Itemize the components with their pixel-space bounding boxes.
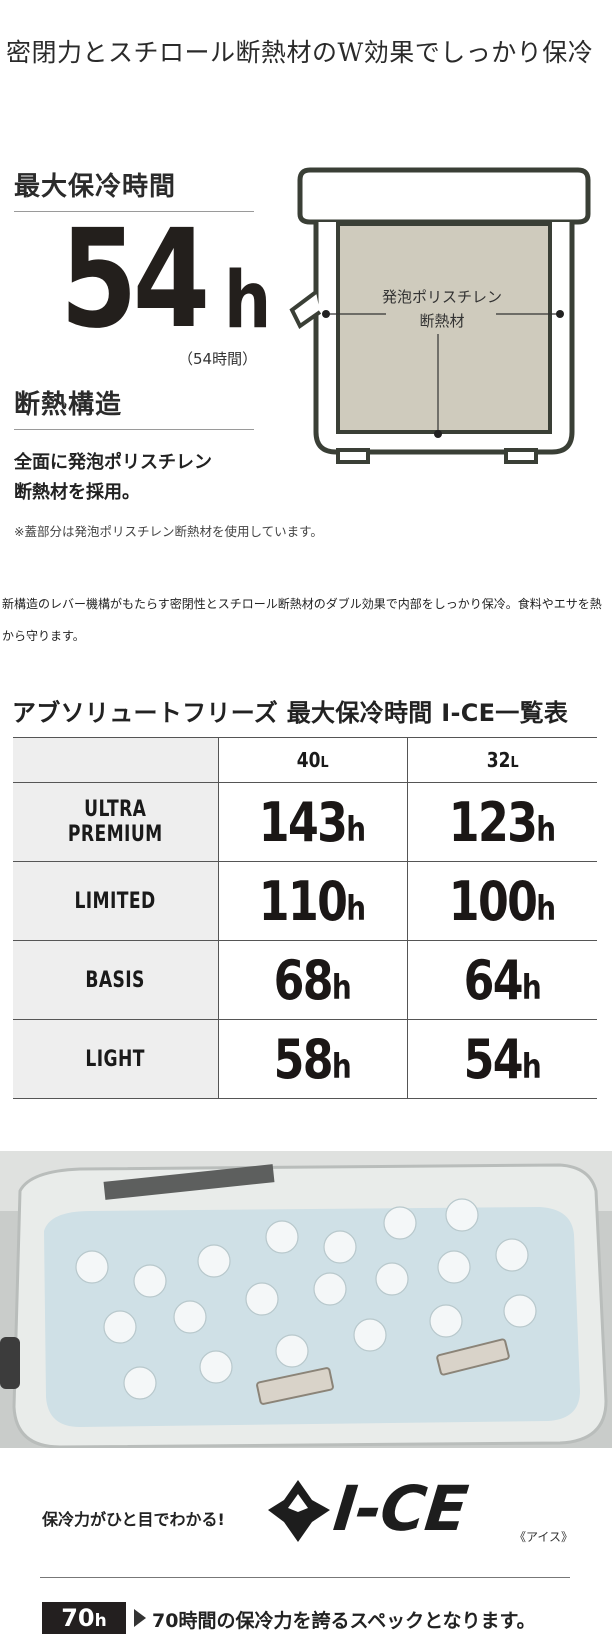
cell-limited-32l: 100h	[407, 861, 597, 941]
insulation-description: 全面に発泡ポリスチレン 断熱材を採用。	[14, 448, 212, 508]
cell-light-32l: 54h	[407, 1019, 597, 1099]
max-cold-value: 54 h	[60, 201, 271, 359]
divider	[40, 1577, 570, 1578]
table-row: ULTRA PREMIUM 143h 123h	[13, 782, 597, 862]
cooler-foot-left	[336, 448, 370, 464]
row-label-light: LIGHT	[13, 1019, 219, 1099]
cell-ultra-premium-40l: 143h	[217, 782, 409, 862]
cell-ultra-premium-32l: 123h	[407, 782, 597, 862]
row-label-ultra-premium: ULTRA PREMIUM	[13, 782, 219, 862]
ice-logo-icon	[268, 1480, 330, 1542]
ice-kana: 《アイス》	[514, 1530, 574, 1544]
cooler-cross-section-diagram: 発泡ポリスチレン 断熱材	[289, 167, 591, 464]
insulation-note: ※蓋部分は発泡ポリスチレン断熱材を使用しています。	[14, 524, 323, 539]
row-label-basis: BASIS	[13, 940, 219, 1020]
description-paragraph: 新構造のレバー機構がもたらす密閉性とスチロール断熱材のダブル効果で内部をしっかり…	[2, 597, 602, 643]
cold-retention-table: 40L 32L ULTRA PREMIUM 143h 123h LIMITED …	[13, 737, 597, 1099]
ice-tagline: 保冷力がひと目でわかる!	[42, 1510, 225, 1529]
row-label-limited: LIMITED	[13, 861, 219, 941]
cooler-ice-photo	[0, 1151, 612, 1448]
play-triangle-icon	[134, 1609, 146, 1627]
table-row: LIGHT 58h 54h	[13, 1019, 597, 1099]
badge-number: 70	[61, 1604, 95, 1632]
badge-description: 70時間の保冷力を誇るスペックとなります。	[152, 1610, 536, 1632]
insulation-desc-line2: 断熱材を採用。	[14, 482, 140, 503]
table-header-40l: 40L	[217, 737, 409, 783]
insulation-fill	[336, 222, 552, 434]
max-cold-unit: h	[224, 256, 272, 346]
cell-light-40l: 58h	[217, 1019, 409, 1099]
badge-unit: h	[94, 1611, 107, 1631]
headline: 密閉力とスチロール断熱材のW効果でしっかり保冷	[6, 38, 594, 67]
max-cold-subtext: （54時間）	[178, 350, 258, 368]
diagram-label-line2: 断熱材	[419, 312, 464, 330]
max-cold-number: 54	[60, 201, 210, 359]
cooler-foot-right	[504, 448, 538, 464]
cooler-lid	[297, 167, 591, 225]
max-cold-heading: 最大保冷時間	[14, 166, 254, 212]
table-row: BASIS 68h 64h	[13, 940, 597, 1020]
table-row: LIMITED 110h 100h	[13, 861, 597, 941]
diagram-label-line1: 発泡ポリスチレン	[382, 288, 502, 306]
ice-wordmark: I-CE	[330, 1472, 471, 1545]
table-title: アブソリュートフリーズ 最大保冷時間 I-CE一覧表	[12, 699, 569, 727]
cell-limited-40l: 110h	[217, 861, 409, 941]
insulation-heading: 断熱構造	[14, 384, 254, 430]
table-header-blank	[13, 737, 219, 783]
table-header-32l: 32L	[407, 737, 597, 783]
cooler-handle	[289, 290, 322, 329]
table-header-row: 40L 32L	[13, 737, 597, 783]
cell-basis-40l: 68h	[217, 940, 409, 1020]
hours-badge: 70h	[42, 1602, 126, 1634]
insulation-desc-line1: 全面に発泡ポリスチレン	[14, 452, 212, 473]
cell-basis-32l: 64h	[407, 940, 597, 1020]
